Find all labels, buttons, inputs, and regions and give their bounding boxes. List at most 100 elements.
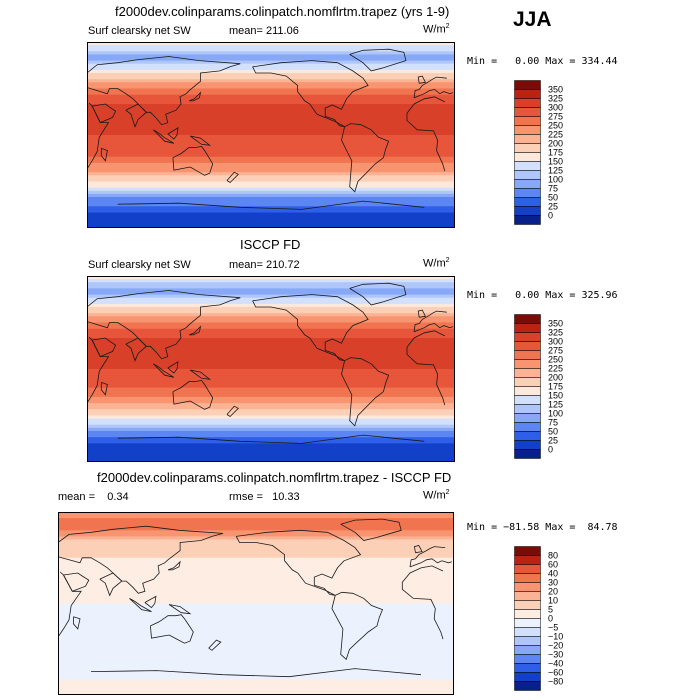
map-band xyxy=(87,122,455,127)
colorbar-tick-label: 125 xyxy=(548,400,563,410)
map-band xyxy=(87,79,455,83)
panel2-variable: Surf clearsky net SW xyxy=(88,259,191,271)
map-band xyxy=(58,691,454,695)
colorbar-box xyxy=(514,134,541,144)
map-band xyxy=(58,615,454,620)
map-band xyxy=(87,193,455,198)
colorbar-tick-label: 225 xyxy=(548,130,563,140)
map-band xyxy=(58,585,454,589)
map-band xyxy=(87,69,455,74)
map-band xyxy=(87,449,455,454)
panel1-mean: mean= 211.06 xyxy=(229,25,299,37)
map-band xyxy=(87,119,455,124)
map-band xyxy=(87,181,455,186)
map-band xyxy=(87,76,455,80)
map-band xyxy=(58,634,454,638)
coastline-5 xyxy=(91,337,117,358)
coastline-16 xyxy=(90,668,422,678)
map-band xyxy=(87,334,455,339)
colorbar-box xyxy=(514,663,541,673)
map-band xyxy=(87,88,455,93)
colorbar-tick-label: 0 xyxy=(548,614,553,624)
colorbar-box xyxy=(514,564,541,574)
coastline-10 xyxy=(144,595,157,609)
map-band xyxy=(87,94,455,99)
map-band xyxy=(58,621,454,626)
map-band xyxy=(58,569,454,574)
map-band xyxy=(87,328,455,333)
map-band xyxy=(87,150,455,155)
map-band xyxy=(87,294,455,299)
map-band xyxy=(87,412,455,417)
coastline-1 xyxy=(341,123,390,193)
map-band xyxy=(58,688,454,693)
colorbar-tick-label: −10 xyxy=(548,632,563,642)
map-band xyxy=(87,322,455,327)
panel1-minmax: Min = 0.00 Max = 334.44 xyxy=(467,56,618,67)
map-band xyxy=(58,676,454,681)
colorbar-tick-label: 5 xyxy=(548,605,553,615)
map-band xyxy=(87,209,455,214)
colorbar-tick-label: 0 xyxy=(548,445,553,455)
map-band xyxy=(58,536,454,541)
map-band xyxy=(58,524,454,528)
coastline-9 xyxy=(153,129,175,144)
colorbar-box xyxy=(514,404,541,414)
map-band xyxy=(87,104,455,108)
map-band xyxy=(87,424,455,429)
colorbar-box xyxy=(514,440,541,450)
map-band xyxy=(87,54,455,59)
map-band xyxy=(87,144,455,148)
map-band xyxy=(58,661,454,666)
coastline-8 xyxy=(349,282,407,306)
colorbar-box xyxy=(514,582,541,592)
map-band xyxy=(87,403,455,407)
map-band xyxy=(87,369,455,373)
colorbar-box xyxy=(514,197,541,207)
coastline-10 xyxy=(167,361,179,374)
coastline-11 xyxy=(168,604,192,615)
panel1-title: f2000dev.colinparams.colinpatch.nomflrtm… xyxy=(115,4,450,19)
colorbar-box xyxy=(514,125,541,135)
map-band xyxy=(87,359,455,364)
colorbar-tick-label: −5 xyxy=(548,623,558,633)
colorbar-box xyxy=(514,627,541,637)
coastline-0 xyxy=(252,294,369,362)
map-band xyxy=(58,563,454,568)
colorbar-box xyxy=(514,215,541,225)
season-label: JJA xyxy=(513,8,552,31)
panel3-map xyxy=(58,512,454,695)
map-band xyxy=(87,365,455,370)
map-band xyxy=(87,197,455,201)
map-band xyxy=(87,138,455,142)
map-band xyxy=(58,533,454,537)
colorbar-tick-label: 250 xyxy=(548,355,563,365)
colorbar-box xyxy=(514,152,541,162)
map-band xyxy=(87,409,455,413)
colorbar-tick-label: 0 xyxy=(548,211,553,221)
map-band xyxy=(87,175,455,179)
coastline-8 xyxy=(349,48,407,72)
map-band xyxy=(87,400,455,404)
colorbar-tick-label: 10 xyxy=(548,596,558,606)
colorbar-tick-label: 25 xyxy=(548,436,558,446)
map-band xyxy=(58,557,454,562)
coastline-6 xyxy=(125,103,147,128)
colorbar-box xyxy=(514,431,541,441)
map-band xyxy=(87,331,455,336)
map-band xyxy=(58,560,454,565)
coastline-0 xyxy=(252,60,369,128)
coastline-2 xyxy=(413,76,454,99)
panel1-units: W/m2 xyxy=(423,23,450,36)
colorbar-box xyxy=(514,449,541,459)
map-band xyxy=(58,624,454,629)
colorbar-box xyxy=(514,98,541,108)
map-band xyxy=(87,166,455,170)
map-band xyxy=(58,667,454,672)
colorbar-tick-label: 325 xyxy=(548,328,563,338)
map-band xyxy=(87,443,455,448)
map-band xyxy=(87,378,455,382)
coastline-8 xyxy=(340,518,402,541)
colorbar-tick-label: 325 xyxy=(548,94,563,104)
coastline-15 xyxy=(417,309,427,318)
